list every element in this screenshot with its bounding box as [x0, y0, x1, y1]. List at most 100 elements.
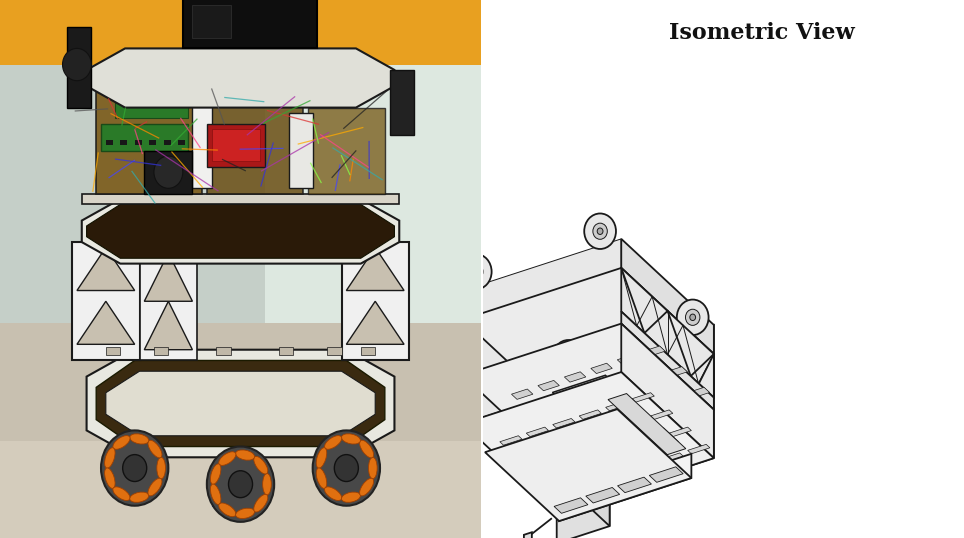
Polygon shape: [559, 508, 567, 521]
Polygon shape: [145, 301, 193, 350]
Bar: [164, 140, 171, 145]
Bar: [116, 97, 188, 118]
Ellipse shape: [113, 487, 130, 500]
Bar: [120, 140, 127, 145]
Polygon shape: [538, 380, 559, 391]
Polygon shape: [582, 422, 603, 432]
Polygon shape: [609, 413, 630, 423]
Polygon shape: [555, 487, 577, 497]
Ellipse shape: [325, 487, 341, 500]
Polygon shape: [555, 325, 714, 406]
Ellipse shape: [341, 434, 361, 444]
Bar: [67, 27, 92, 108]
Polygon shape: [632, 393, 655, 402]
Bar: [193, 91, 212, 188]
Bar: [308, 108, 385, 194]
Polygon shape: [572, 436, 594, 445]
Circle shape: [566, 355, 572, 361]
Polygon shape: [87, 204, 394, 258]
Circle shape: [593, 223, 607, 239]
Polygon shape: [556, 487, 609, 538]
Polygon shape: [555, 398, 714, 462]
Polygon shape: [650, 467, 683, 482]
Polygon shape: [661, 453, 683, 462]
Circle shape: [154, 156, 183, 188]
Ellipse shape: [360, 440, 374, 458]
Bar: [72, 242, 140, 360]
Bar: [0, 65, 264, 323]
Polygon shape: [519, 453, 541, 463]
Ellipse shape: [210, 484, 221, 505]
Polygon shape: [634, 462, 657, 471]
Polygon shape: [598, 427, 620, 437]
Polygon shape: [145, 253, 193, 301]
Ellipse shape: [105, 448, 115, 468]
Polygon shape: [666, 367, 687, 377]
Circle shape: [460, 254, 492, 289]
Ellipse shape: [316, 468, 327, 489]
Polygon shape: [586, 500, 594, 512]
Bar: [193, 5, 231, 38]
Polygon shape: [499, 436, 522, 445]
Polygon shape: [485, 409, 691, 521]
Polygon shape: [621, 239, 714, 354]
Polygon shape: [87, 350, 394, 457]
Ellipse shape: [157, 457, 166, 479]
Bar: [106, 140, 113, 145]
Polygon shape: [621, 312, 714, 410]
Polygon shape: [77, 301, 135, 344]
Polygon shape: [613, 384, 634, 394]
Polygon shape: [560, 401, 581, 412]
Ellipse shape: [219, 503, 236, 516]
Polygon shape: [552, 419, 575, 428]
Polygon shape: [77, 247, 135, 291]
Polygon shape: [651, 410, 673, 420]
Polygon shape: [573, 504, 580, 516]
Circle shape: [685, 309, 700, 325]
Circle shape: [63, 48, 92, 81]
Polygon shape: [564, 372, 586, 382]
Ellipse shape: [235, 450, 254, 460]
Ellipse shape: [105, 468, 115, 489]
Circle shape: [552, 340, 584, 376]
Polygon shape: [537, 470, 559, 480]
Polygon shape: [599, 495, 607, 508]
Bar: [135, 140, 142, 145]
Bar: [101, 124, 188, 151]
Polygon shape: [617, 355, 639, 365]
Bar: [0, 441, 481, 538]
Ellipse shape: [262, 473, 271, 495]
Polygon shape: [587, 393, 608, 403]
Polygon shape: [669, 427, 691, 437]
Polygon shape: [576, 456, 609, 526]
Circle shape: [335, 455, 359, 482]
Bar: [178, 140, 185, 145]
Polygon shape: [590, 453, 612, 463]
Polygon shape: [687, 444, 710, 454]
Polygon shape: [559, 454, 691, 521]
Ellipse shape: [325, 436, 341, 449]
Polygon shape: [463, 324, 714, 462]
Circle shape: [312, 430, 380, 506]
Ellipse shape: [147, 440, 162, 458]
Polygon shape: [545, 444, 567, 454]
Bar: [288, 113, 312, 188]
Circle shape: [584, 214, 616, 249]
Polygon shape: [688, 387, 710, 398]
Bar: [145, 151, 193, 194]
Polygon shape: [643, 436, 665, 445]
Polygon shape: [582, 479, 604, 489]
Bar: [96, 86, 202, 194]
Bar: [82, 194, 399, 204]
Circle shape: [228, 471, 253, 498]
Polygon shape: [621, 268, 714, 398]
Polygon shape: [82, 199, 399, 264]
Polygon shape: [586, 487, 620, 503]
Ellipse shape: [147, 478, 162, 496]
Bar: [207, 97, 303, 194]
Polygon shape: [556, 430, 577, 441]
Polygon shape: [608, 470, 630, 480]
Polygon shape: [463, 239, 621, 424]
Bar: [341, 242, 409, 360]
Ellipse shape: [254, 494, 268, 512]
